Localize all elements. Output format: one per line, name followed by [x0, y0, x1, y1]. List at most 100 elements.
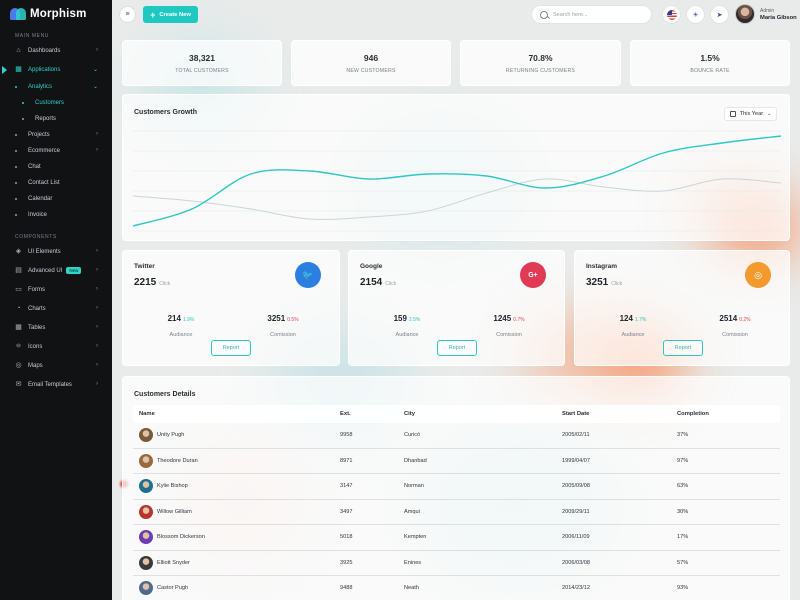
stat-value: 70.8%: [528, 52, 553, 63]
cell-city: Dhanbad: [404, 457, 427, 464]
bullet-icon: [22, 102, 24, 104]
sidebar-item-customers[interactable]: Customers: [0, 95, 112, 111]
bullet-icon: [15, 134, 17, 136]
social-clicks: 2154 Click: [360, 277, 397, 288]
stat-value: 1.5%: [700, 52, 720, 63]
chevron-right-icon: ›: [96, 131, 98, 137]
table-title: Customers Details: [134, 391, 196, 398]
sidebar-item-maps[interactable]: ◎ Maps ›: [15, 362, 98, 369]
chevron-right-icon: ›: [96, 248, 98, 254]
col-city[interactable]: City: [404, 411, 415, 417]
twitter-icon[interactable]: 🐦: [295, 262, 321, 288]
sidebar-item-tables[interactable]: ▦ Tables ›: [15, 324, 98, 331]
col-start-date[interactable]: Start Date: [562, 411, 590, 417]
sidebar-item-chat[interactable]: Chat: [0, 159, 112, 175]
logo-icon: [10, 8, 26, 20]
cell-start-date: 2006/11/09: [562, 534, 590, 540]
user-name[interactable]: Maria Gibson: [760, 15, 797, 21]
cell-city: Amqui: [404, 508, 420, 515]
sidebar-item-email-templates[interactable]: ✉ Email Templates ›: [15, 381, 98, 388]
sidebar-item-ecommerce[interactable]: Ecommerce ›: [0, 143, 112, 159]
chevron-right-icon: ›: [96, 362, 98, 368]
sidebar-item-icons[interactable]: ⚛ Icons ›: [15, 343, 98, 350]
cell-completion: 37%: [677, 432, 689, 438]
cell-city: Enines: [404, 559, 422, 566]
stat-label: NEW CUSTOMERS: [346, 67, 396, 74]
section-main-menu: MAIN MENU: [15, 33, 50, 39]
archive-icon: ▤: [15, 267, 22, 274]
logo[interactable]: Morphism: [0, 0, 112, 28]
period-select[interactable]: This Year ⌄: [724, 107, 777, 121]
report-button[interactable]: Report: [211, 340, 251, 356]
sidebar-item-ui-elements[interactable]: ◈ UI Elements ›: [15, 248, 98, 255]
sidebar-item-advanced-ui[interactable]: ▤ Advanced UI New ›: [15, 267, 98, 274]
instagram-icon[interactable]: ◎: [745, 262, 771, 288]
table-row[interactable]: Kylie Bishop 3147 Norman 2005/09/08 63%: [133, 474, 780, 500]
sidebar-item-charts[interactable]: ◔ Charts ›: [16, 305, 98, 312]
report-button[interactable]: Report: [437, 340, 477, 356]
chevron-right-icon: ›: [96, 324, 98, 330]
stat-value: 946: [363, 52, 379, 63]
cell-start-date: 2005/02/11: [562, 432, 590, 438]
new-badge: New: [66, 267, 82, 274]
table-row[interactable]: Castor Pugh 9488 Neath 2014/23/12 93%: [133, 576, 780, 600]
section-components: COMPONENTS: [15, 234, 57, 240]
col-ext[interactable]: Ext.: [340, 411, 351, 417]
google-plus-icon[interactable]: G+: [520, 262, 546, 288]
stat-card-new-customers: 946 NEW CUSTOMERS: [291, 40, 451, 86]
cell-ext: 3497: [340, 508, 353, 515]
us-flag-icon: [666, 9, 677, 20]
chevron-down-icon: ⌄: [767, 111, 772, 117]
chevron-right-icon: ›: [96, 147, 98, 153]
col-name[interactable]: Name: [139, 411, 155, 417]
cell-start-date: 2005/09/08: [562, 483, 590, 489]
sidebar-item-invoice[interactable]: Invoice: [0, 207, 112, 223]
table-row[interactable]: Blossom Dickerson 5018 Kempten 2006/11/09 17…: [133, 525, 780, 551]
active-indicator: [2, 66, 7, 74]
cell-city: Neath: [404, 585, 419, 591]
cell-completion: 97%: [677, 457, 689, 464]
cell-completion: 57%: [677, 559, 689, 566]
customers-growth-card: Customers Growth This Year ⌄: [122, 94, 790, 241]
avatar[interactable]: [735, 4, 755, 24]
table-row[interactable]: Elliott Snyder 3925 Enines 2006/03/08 57%: [133, 551, 780, 576]
sidebar-item-analytics[interactable]: Analytics ⌄: [0, 79, 112, 95]
sidebar: Morphism MAIN MENU ⌂ Dashboards › ▦ Appl…: [0, 0, 112, 600]
search-box[interactable]: [531, 5, 652, 24]
report-button[interactable]: Report: [663, 340, 703, 356]
sidebar-item-contact-list[interactable]: Contact List: [0, 175, 112, 191]
chart-icon: ◔: [16, 305, 21, 312]
table-row[interactable]: Theodore Duran 8971 Dhanbad 1999/04/07 97%: [133, 449, 780, 474]
sidebar-item-calendar[interactable]: Calendar: [0, 191, 112, 207]
cell-completion: 17%: [677, 534, 689, 540]
theme-toggle-button[interactable]: ☀: [686, 5, 705, 24]
notifications-button[interactable]: ➤: [710, 5, 729, 24]
avatar: [139, 453, 153, 468]
social-clicks: 3251 Click: [586, 277, 623, 288]
menu-toggle-button[interactable]: ≡: [119, 6, 136, 23]
table-row[interactable]: Willow Gilliam 3497 Amqui 2009/29/11 30%: [133, 500, 780, 525]
sidebar-item-projects[interactable]: Projects ›: [0, 127, 112, 143]
chevron-right-icon: ›: [96, 343, 98, 349]
stat-label: BOUNCE RATE: [690, 67, 730, 74]
social-clicks: 2215 Click: [134, 277, 171, 288]
cell-completion: 30%: [677, 508, 689, 515]
search-input[interactable]: [553, 11, 643, 18]
sidebar-item-reports[interactable]: Reports: [0, 111, 112, 127]
create-new-button[interactable]: + Create New: [143, 6, 198, 23]
sidebar-item-applications[interactable]: ▦ Applications ⌄: [0, 60, 112, 79]
cell-completion: 93%: [677, 585, 689, 591]
cell-ext: 8971: [340, 457, 353, 464]
app-name: Morphism: [30, 8, 87, 20]
language-button[interactable]: [662, 5, 681, 24]
comission-metric: 3251 0.5% Comission: [267, 314, 299, 338]
col-completion[interactable]: Completion: [677, 411, 709, 417]
cell-name: Willow Gilliam: [157, 508, 192, 515]
chevron-right-icon: ›: [96, 267, 98, 273]
bullet-icon: [15, 214, 17, 216]
sidebar-item-forms[interactable]: ▭ Forms ›: [15, 286, 98, 293]
table-header: Name Ext. City Start Date Completion: [133, 405, 780, 423]
sidebar-item-dashboards[interactable]: ⌂ Dashboards ›: [16, 47, 98, 54]
table-row[interactable]: Unity Pugh 9958 Curicó 2005/02/11 37%: [133, 423, 780, 449]
audiance-metric: 124 1.7% Audiance: [619, 314, 647, 338]
